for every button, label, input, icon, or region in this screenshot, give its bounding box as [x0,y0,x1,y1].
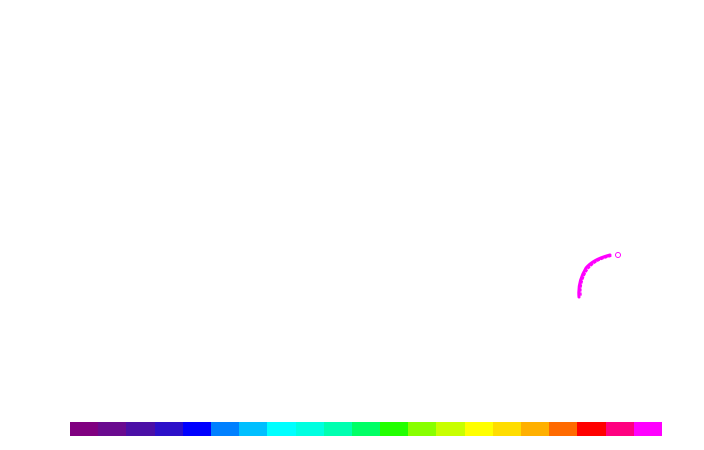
color-swatch-rose[interactable] [605,422,634,436]
color-swatch-chartreuse[interactable] [408,422,437,436]
color-swatch-lime-yellow[interactable] [436,422,465,436]
color-swatch-dark-purple[interactable] [98,422,127,436]
color-swatch-yellow[interactable] [464,422,493,436]
color-swatch-violet-blue[interactable] [154,422,183,436]
brush-stroke [577,253,613,299]
color-swatch-aqua[interactable] [295,422,324,436]
color-swatch-orange[interactable] [549,422,578,436]
color-swatch-green[interactable] [380,422,409,436]
color-swatch-amber[interactable] [521,422,550,436]
color-swatch-indigo[interactable] [126,422,155,436]
color-swatch-cyan[interactable] [267,422,296,436]
color-swatch-deep-sky[interactable] [239,422,268,436]
color-swatch-blue[interactable] [182,422,211,436]
brush-stroke-path [577,253,612,299]
color-swatch-azure[interactable] [210,422,240,436]
color-swatch-purple[interactable] [70,422,99,436]
color-swatch-red[interactable] [577,422,606,436]
color-swatch-aquamarine[interactable] [323,422,352,436]
brush-stroke-texture [580,255,613,296]
color-swatch-magenta[interactable] [633,422,662,436]
color-palette [70,422,662,436]
color-swatch-spring-green[interactable] [351,422,381,436]
color-swatch-gold[interactable] [492,422,521,436]
circle-brush-cursor-icon [615,252,621,258]
